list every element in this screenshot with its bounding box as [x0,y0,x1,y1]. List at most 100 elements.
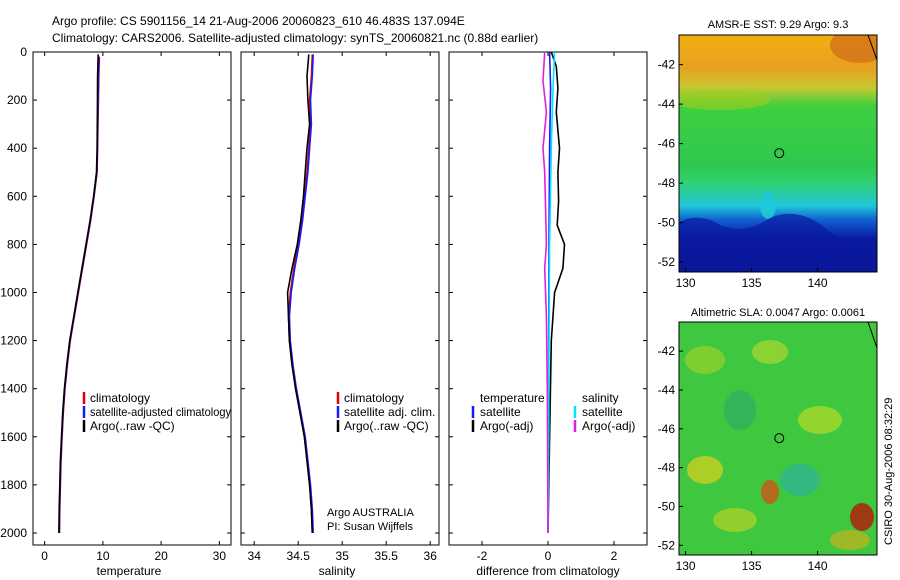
salinity-x-label: salinity [319,564,356,578]
x-tick-label: 35 [336,549,350,563]
legend-temperature-heading: temperature [480,391,545,405]
map-y-tick-label: -46 [658,137,676,151]
series-line-climatology [58,56,101,534]
series-line-satellite-adj-clim- [288,54,314,534]
salinity-series [286,54,314,534]
map-x-tick-label: 140 [808,276,828,290]
sla-coastline [867,322,877,349]
sst-map-title: AMSR-E SST: 9.29 Argo: 9.3 [708,19,849,31]
legend-sal-satellite: satellite [582,405,623,419]
difference-series [542,51,566,534]
legend-sal-argo: Argo(-adj) [582,419,635,433]
sst-map-frame [678,34,878,273]
x-tick-label: 0 [545,549,552,563]
argo-float-marker [774,148,785,159]
header-line-2: Climatology: CARS2006. Satellite-adjuste… [52,31,538,45]
x-tick-label: 36 [424,549,438,563]
temperature-x-label: temperature [97,564,162,578]
x-tick-label: 20 [154,549,168,563]
sla-map-axes: 130 135 140 -42 -44 -46 -48 -50 -52 [658,344,828,573]
map-x-tick-label: 135 [742,559,762,573]
map-y-tick-label: -44 [658,97,676,111]
depth-tick-label: 2000 [0,526,27,540]
depth-tick-label: 1600 [0,430,27,444]
sst-front [679,213,877,272]
x-tick-label: 2 [611,549,618,563]
legend-climatology: climatology [344,391,404,405]
map-y-tick-label: -48 [658,461,676,475]
x-tick-label: 10 [96,549,110,563]
legend-temp-satellite: satellite [480,405,521,419]
depth-tick-label: 0 [20,45,27,59]
x-tick-label: 30 [213,549,227,563]
map-y-tick-label: -42 [658,58,676,72]
sst-yellow-patch [679,90,770,110]
map-y-tick-label: -44 [658,383,676,397]
sla-patch [752,340,788,364]
depth-tick-label: 400 [7,141,27,155]
map-y-tick-label: -48 [658,176,676,190]
legend-salinity-heading: salinity [582,391,619,405]
map-y-tick-label: -52 [658,255,676,269]
series-line-salinity-argo-adj- [542,51,549,534]
depth-axis: 0 200 400 600 800 1000 1200 1400 1600 1800 2000 [0,45,647,540]
x-tick-label: 35.5 [375,549,399,563]
salinity-x-axis: 34 34.5 35 35.5 36 [248,52,438,563]
x-tick-label: -2 [477,549,488,563]
depth-tick-label: 1800 [0,478,27,492]
depth-tick-label: 1200 [0,334,27,348]
annotation-pi: PI: Susan Wijffels [327,521,413,533]
temperature-panel [32,51,232,546]
sla-patch [780,464,820,496]
map-y-tick-label: -52 [658,538,676,552]
salinity-panel [240,51,440,546]
sst-cool-tongue [760,191,776,219]
series-line-salinity-satellite [547,51,556,534]
map-x-tick-label: 130 [676,276,696,290]
map-y-tick-label: -46 [658,422,676,436]
sst-coastline [867,35,877,61]
salinity-legend: climatology satellite adj. clim. Argo(..… [336,391,435,433]
difference-legend: temperature satellite Argo(-adj) salinit… [471,391,635,433]
map-x-tick-label: 135 [742,276,762,290]
sst-warm-patch [830,35,877,63]
depth-tick-label: 600 [7,189,27,203]
x-tick-label: 34.5 [287,549,311,563]
legend-argo-raw: Argo(..raw -QC) [90,419,175,433]
map-y-tick-label: -42 [658,344,676,358]
sla-patch [687,456,723,484]
difference-x-label: difference from climatology [476,564,619,578]
legend-argo-raw: Argo(..raw -QC) [344,419,429,433]
sla-map [679,322,877,555]
annotation-argo-australia: Argo AUSTRALIA [327,507,414,519]
map-y-tick-label: -50 [658,499,676,513]
temperature-series [58,54,101,534]
map-x-tick-label: 140 [808,559,828,573]
x-tick-label: 34 [248,549,262,563]
map-x-tick-label: 130 [676,559,696,573]
sla-patch [724,390,756,430]
depth-tick-label: 200 [7,93,27,107]
sla-map-frame [678,321,878,556]
sla-patch [798,406,842,434]
legend-climatology: climatology [90,391,150,405]
series-line-argo-raw-qc- [58,54,99,534]
sla-warm-anomaly [850,503,874,531]
x-tick-label: 0 [41,549,48,563]
depth-tick-label: 1000 [0,285,27,299]
depth-tick-label: 1400 [0,382,27,396]
map-y-tick-label: -50 [658,216,676,230]
argo-float-marker [774,433,785,444]
sla-warm-anomaly [761,480,779,504]
sla-map-title: Altimetric SLA: 0.0047 Argo: 0.0061 [691,307,865,319]
sla-patch [713,508,757,532]
legend-satellite-adjusted: satellite-adjusted climatology [90,405,231,419]
depth-tick-label: 800 [7,237,27,251]
temperature-x-axis: 0 10 20 30 [41,52,226,563]
series-line-temperature-argo-adj- [547,51,566,534]
sla-patch [830,530,870,550]
temperature-legend: climatology satellite-adjusted climatolo… [82,391,231,433]
legend-satellite-adj: satellite adj. clim. [344,405,435,419]
header-line-1: Argo profile: CS 5901156_14 21-Aug-2006 … [52,14,465,28]
